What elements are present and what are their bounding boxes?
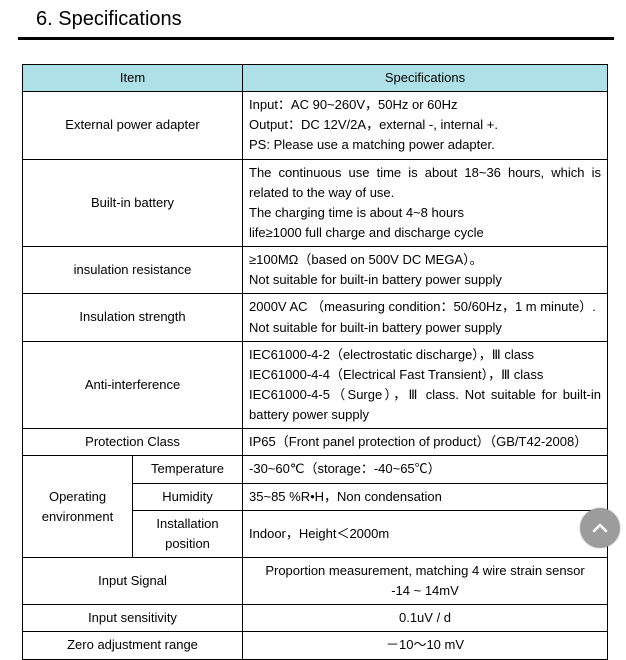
item-label: Zero adjustment range (23, 632, 243, 659)
chevron-up-icon (590, 518, 610, 538)
table-row: Input sensitivity 0.1uV / d (23, 605, 608, 632)
item-value: 0.1uV / d (243, 605, 608, 632)
page: 6. Specifications Item Specifications Ex… (0, 0, 626, 660)
item-value: Input：AC 90~260V，50Hz or 60HzOutput：DC 1… (243, 92, 608, 159)
table-row: External power adapter Input：AC 90~260V，… (23, 92, 608, 159)
item-label: External power adapter (23, 92, 243, 159)
scroll-to-top-button[interactable] (580, 508, 620, 548)
spec-table-wrap: Item Specifications External power adapt… (0, 40, 626, 660)
table-row: Insulation strength 2000V AC （measuring … (23, 294, 608, 341)
item-value: IEC61000-4-2（electrostatic discharge），Ⅲ … (243, 341, 608, 429)
col-spec: Specifications (243, 65, 608, 92)
table-row: Operating environment Temperature -30~60… (23, 456, 608, 483)
item-label: Input Signal (23, 557, 243, 604)
table-row: Zero adjustment range －10～10 mV (23, 632, 608, 659)
item-value: 2000V AC （measuring condition：50/60Hz，1 … (243, 294, 608, 341)
item-label: Built-in battery (23, 159, 243, 247)
item-sub-label: Humidity (133, 483, 243, 510)
item-label: Protection Class (23, 429, 243, 456)
item-value: IP65（Front panel protection of product）（… (243, 429, 608, 456)
item-label: Anti-interference (23, 341, 243, 429)
item-label: Input sensitivity (23, 605, 243, 632)
item-value: -30~60℃（storage：-40~65℃） (243, 456, 608, 483)
table-row: Built-in battery The continuous use time… (23, 159, 608, 247)
item-label: Insulation strength (23, 294, 243, 341)
item-sub-label: Installation position (133, 510, 243, 557)
table-header-row: Item Specifications (23, 65, 608, 92)
item-value: ≥100MΩ（based on 500V DC MEGA）。Not suitab… (243, 247, 608, 294)
item-value: The continuous use time is about 18~36 h… (243, 159, 608, 247)
spec-table: Item Specifications External power adapt… (22, 64, 608, 660)
table-row: Input Signal Proportion measurement, mat… (23, 557, 608, 604)
section-heading: 6. Specifications (0, 4, 626, 37)
table-row: Anti-interference IEC61000-4-2（electrost… (23, 341, 608, 429)
item-group-label: Operating environment (23, 456, 133, 558)
item-value: Indoor，Height＜2000m (243, 510, 608, 557)
item-sub-label: Temperature (133, 456, 243, 483)
table-row: Protection Class IP65（Front panel protec… (23, 429, 608, 456)
item-value: Proportion measurement, matching 4 wire … (243, 557, 608, 604)
col-item: Item (23, 65, 243, 92)
item-label: insulation resistance (23, 247, 243, 294)
item-value: 35~85 %R•H，Non condensation (243, 483, 608, 510)
table-row: insulation resistance ≥100MΩ（based on 50… (23, 247, 608, 294)
item-value: －10～10 mV (243, 632, 608, 659)
